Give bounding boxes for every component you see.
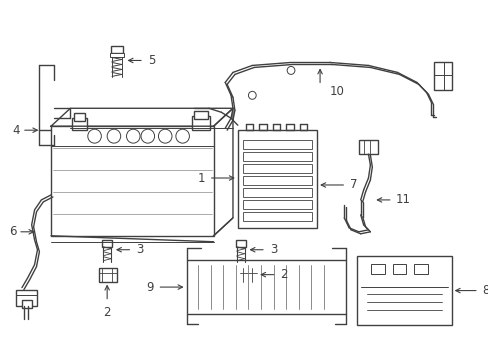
Bar (192, 116, 209, 130)
Text: 1: 1 (197, 171, 204, 185)
Bar (242, 140, 312, 149)
Text: 3: 3 (136, 243, 143, 256)
Bar (242, 164, 312, 173)
Text: 11: 11 (395, 193, 410, 206)
Text: 10: 10 (329, 85, 344, 98)
Text: 4: 4 (13, 124, 20, 137)
Bar (72, 118, 87, 130)
Bar (102, 240, 112, 247)
Bar (239, 268, 257, 282)
Text: 5: 5 (147, 54, 155, 67)
Bar (242, 188, 312, 197)
Bar (413, 264, 427, 274)
Text: 2: 2 (280, 268, 287, 281)
Text: 3: 3 (269, 243, 277, 256)
Bar (370, 264, 384, 274)
Bar (186, 260, 346, 315)
Bar (51, 126, 213, 236)
Text: 7: 7 (349, 179, 357, 192)
Bar (433, 62, 451, 90)
Bar (22, 300, 32, 307)
Bar (242, 176, 312, 185)
Bar (392, 264, 406, 274)
Bar (242, 212, 312, 221)
Text: 2: 2 (103, 306, 111, 319)
Bar (242, 200, 312, 209)
Bar (99, 268, 117, 282)
Bar (235, 240, 245, 247)
Bar (110, 54, 123, 58)
Bar (74, 113, 85, 121)
Bar (358, 140, 377, 154)
Bar (237, 130, 317, 228)
Text: 8: 8 (482, 284, 488, 297)
Text: 9: 9 (146, 280, 153, 294)
Bar (356, 256, 451, 325)
Bar (16, 289, 38, 306)
Bar (242, 152, 312, 161)
Bar (194, 111, 207, 119)
Text: 6: 6 (9, 225, 16, 238)
Bar (111, 45, 122, 54)
